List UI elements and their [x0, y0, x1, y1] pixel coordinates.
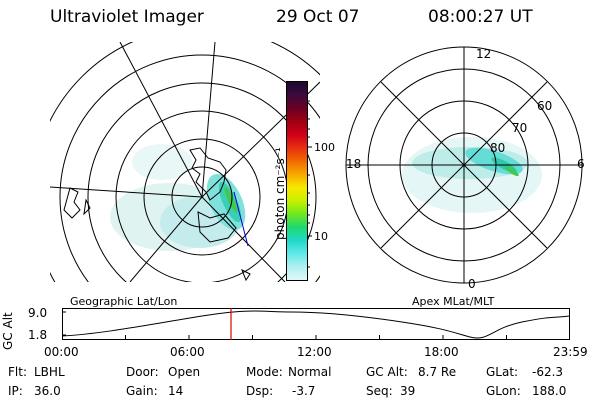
apex-polar-plot	[345, 46, 583, 284]
glat-value: -62.3	[532, 365, 564, 379]
instrument-title: Ultraviolet Imager	[50, 7, 204, 27]
flt-value: LBHL	[34, 365, 65, 379]
seq-label: Seq:	[366, 384, 393, 398]
door-value: Open	[168, 365, 201, 379]
aurora-emission-geo	[110, 144, 246, 251]
time-label: 08:00:27 UT	[428, 7, 533, 27]
timeline-y-tick-9: 9.0	[28, 306, 48, 320]
dsp-label: Dsp:	[246, 384, 274, 398]
gain-label: Gain:	[126, 384, 158, 398]
mlt-label-0: 0	[468, 277, 476, 291]
mlat-label-80: 80	[490, 141, 506, 155]
colorbar-unit-label: photon cm⁻²s⁻¹	[273, 147, 287, 240]
timeline-y-axis-label: GC Alt	[1, 312, 15, 350]
door-label: Door:	[126, 365, 159, 379]
glat-label: GLat:	[486, 365, 519, 379]
apex-panel-label: Apex MLat/MLT	[412, 295, 495, 308]
geographic-panel-label: Geographic Lat/Lon	[70, 295, 178, 308]
mlt-label-18: 18	[346, 157, 362, 171]
mode-label: Mode:	[246, 365, 283, 379]
aurora-emission-polar	[402, 137, 542, 213]
mlat-label-70: 70	[512, 121, 528, 135]
colorbar-ticks	[307, 100, 312, 268]
date-label: 29 Oct 07	[276, 7, 360, 27]
ip-label: IP:	[8, 384, 23, 398]
colorbar-tick-10: 10	[314, 230, 328, 243]
gain-value: 14	[168, 384, 184, 398]
colorbar-tick-100: 100	[314, 141, 335, 154]
timeline-x-tick-0600: 06:00	[170, 345, 205, 359]
timeline-x-tick-2359: 23:59	[553, 345, 588, 359]
timeline-y-tick-1-8: 1.8	[28, 328, 48, 342]
colorbar-gradient	[286, 81, 308, 281]
timeline-x-tick-0000: 00:00	[44, 345, 79, 359]
timeline-plot	[61, 308, 571, 340]
timeline-altitude-curve	[61, 310, 571, 339]
mode-value: Normal	[288, 365, 332, 379]
gc-alt-value: 8.7 Re	[418, 365, 457, 379]
glon-value: 188.0	[532, 384, 567, 398]
timeline-x-tick-1200: 12:00	[297, 345, 332, 359]
seq-value: 39	[400, 384, 416, 398]
mlt-label-6: 6	[577, 157, 585, 171]
mlat-label-60: 60	[537, 99, 553, 113]
mlt-label-12: 12	[476, 47, 492, 61]
ip-value: 36.0	[34, 384, 61, 398]
gc-alt-label: GC Alt:	[366, 365, 408, 379]
dsp-value: -3.7	[292, 384, 316, 398]
timeline-x-tick-1800: 18:00	[424, 345, 459, 359]
flt-label: Flt:	[8, 365, 27, 379]
glon-label: GLon:	[486, 384, 521, 398]
